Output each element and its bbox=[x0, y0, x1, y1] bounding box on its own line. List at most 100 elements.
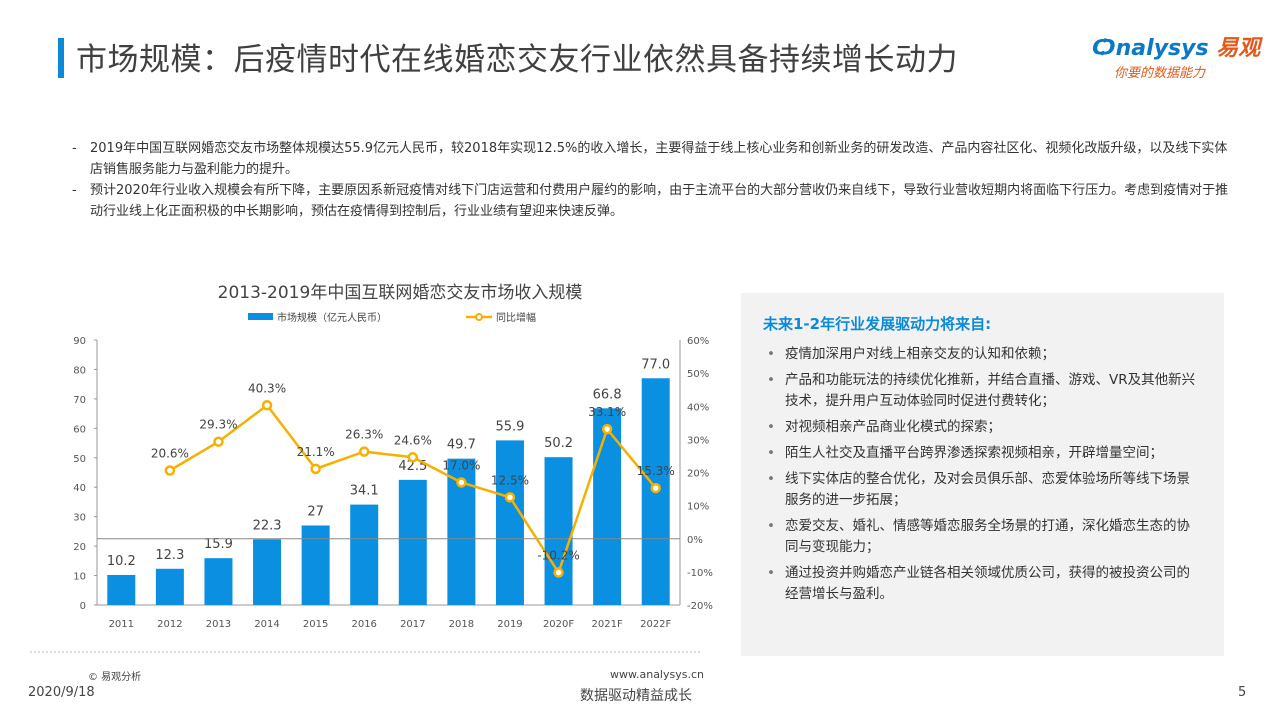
left-tick-label: 30 bbox=[73, 513, 86, 524]
right-tick-label: 0% bbox=[687, 535, 703, 546]
chart-title: 2013-2019年中国互联网婚恋交友市场收入规模 bbox=[217, 283, 583, 303]
bar-value-label: 27 bbox=[307, 505, 324, 520]
page-number: 5 bbox=[1238, 685, 1247, 700]
growth-value-label: 15.3% bbox=[637, 464, 675, 478]
x-tick-label: 2016 bbox=[351, 619, 376, 630]
growth-value-label: 17.0% bbox=[442, 458, 480, 472]
x-tick-label: 2014 bbox=[254, 619, 279, 630]
right-tick-label: 60% bbox=[687, 336, 709, 347]
bar-value-label: 15.9 bbox=[204, 537, 233, 552]
bullet-item: 2019年中国互联网婚恋交友市场整体规模达55.9亿元人民币，较2018年实现1… bbox=[72, 138, 1232, 180]
bar-2013 bbox=[204, 558, 233, 605]
x-tick-label: 2013 bbox=[206, 619, 231, 630]
legend-label-bar: 市场规模（亿元人民币） bbox=[277, 311, 387, 324]
bullet-item: 预计2020年行业收入规模会有所下降，主要原因系新冠疫情对线下门店运营和付费用户… bbox=[72, 180, 1232, 222]
growth-point-2019 bbox=[504, 492, 516, 503]
left-tick-label: 40 bbox=[73, 483, 86, 494]
driver-item: 恋爱交友、婚礼、情感等婚恋服务全场景的打通，深化婚恋生态的协同与变现能力； bbox=[763, 516, 1202, 558]
right-tick-label: 20% bbox=[687, 469, 709, 480]
bar-2021F bbox=[593, 408, 622, 605]
growth-point-2014 bbox=[261, 400, 273, 411]
growth-point-2020F bbox=[553, 567, 564, 578]
x-tick-label: 2019 bbox=[497, 619, 522, 630]
source-label: © 易观分析 bbox=[88, 672, 142, 683]
drivers-title: 未来1-2年行业发展驱动力将来自: bbox=[763, 315, 992, 333]
bar-value-label: 66.8 bbox=[593, 387, 622, 402]
growth-value-label: 24.6% bbox=[394, 433, 432, 447]
growth-point-2018 bbox=[456, 477, 467, 488]
left-tick-label: 0 bbox=[80, 601, 86, 612]
right-tick-label: 30% bbox=[687, 435, 709, 446]
left-tick-label: 80 bbox=[73, 365, 86, 376]
bar-value-label: 50.2 bbox=[544, 436, 573, 451]
growth-value-label: 33.1% bbox=[588, 405, 626, 419]
bar-value-label: 12.3 bbox=[155, 548, 184, 563]
growth-value-label: 12.5% bbox=[491, 473, 529, 487]
right-tick-label: -20% bbox=[687, 601, 713, 612]
growth-point-2021F bbox=[601, 423, 613, 435]
left-tick-label: 70 bbox=[73, 395, 86, 406]
bar-value-label: 10.2 bbox=[107, 554, 136, 569]
growth-point-2022F bbox=[650, 482, 661, 494]
bar-2011 bbox=[107, 574, 136, 605]
driver-item: 对视频相亲产品商业化模式的探索； bbox=[763, 417, 1202, 438]
driver-item: 通过投资并购婚恋产业链各相关领域优质公司，获得的被投资公司的经营增长与盈利。 bbox=[763, 563, 1202, 605]
bar-value-label: 55.9 bbox=[495, 419, 524, 434]
growth-point-2017 bbox=[407, 452, 419, 463]
growth-point-2013 bbox=[213, 436, 224, 447]
left-tick-label: 20 bbox=[73, 542, 86, 553]
right-tick-label: 40% bbox=[687, 402, 709, 413]
x-tick-label: 2020F bbox=[543, 619, 574, 630]
driver-item: 陌生人社交及直播平台跨界渗透探索视频相亲，开辟增量空间； bbox=[763, 443, 1202, 464]
bar-2017 bbox=[398, 479, 427, 605]
analysys-logo: Ѻnalysys 易观 你要的数据能力 bbox=[1092, 36, 1261, 81]
growth-point-2016 bbox=[358, 446, 370, 457]
page-title: 市场规模：后疫情时代在线婚恋交友行业依然具备持续增长动力 bbox=[76, 42, 958, 78]
growth-point-2015 bbox=[310, 463, 321, 475]
growth-value-label: 20.6% bbox=[151, 447, 189, 461]
bar-2015 bbox=[301, 525, 330, 605]
bar-value-label: 49.7 bbox=[447, 438, 476, 453]
x-tick-label: 2015 bbox=[303, 619, 328, 630]
bar-2012 bbox=[155, 568, 184, 605]
growth-value-label: 21.1% bbox=[297, 445, 335, 459]
bar-value-label: 22.3 bbox=[253, 518, 282, 533]
driver-item: 线下实体店的整合优化，及对会员俱乐部、恋爱体验场所等线下场景服务的进一步拓展； bbox=[763, 469, 1202, 511]
legend-label-line: 同比增幅 bbox=[496, 311, 536, 324]
x-tick-label: 2011 bbox=[109, 619, 134, 630]
left-tick-label: 60 bbox=[73, 424, 86, 435]
driver-item: 疫情加深用户对线上相亲交友的认知和依赖； bbox=[763, 344, 1202, 365]
legend-swatch-bar bbox=[248, 313, 273, 320]
bar-value-label: 77.0 bbox=[641, 357, 670, 372]
bar-value-label: 34.1 bbox=[350, 484, 379, 499]
x-tick-label: 2017 bbox=[400, 619, 425, 630]
growth-value-label: -10.2% bbox=[537, 549, 579, 563]
bar-2019 bbox=[495, 440, 524, 605]
title-accent-bar bbox=[58, 38, 64, 78]
left-tick-label: 50 bbox=[73, 454, 86, 465]
x-tick-label: 2012 bbox=[157, 619, 182, 630]
legend-marker bbox=[475, 313, 483, 321]
market-size-chart: 市场规模（亿元人民币） 同比增幅 0 10 20 30 40 50 60 70 80 90 -20% -1… bbox=[30, 311, 713, 653]
source-url: www.analysys.cn bbox=[610, 668, 704, 681]
bar-2014 bbox=[253, 539, 282, 605]
right-tick-label: -10% bbox=[687, 568, 713, 579]
growth-point-2012 bbox=[164, 465, 176, 476]
right-tick-label: 10% bbox=[687, 502, 709, 513]
footer-slogan: 数据驱动精益成长 bbox=[580, 688, 692, 704]
driver-item: 产品和功能玩法的持续优化推新，并结合直播、游戏、VR及其他新兴技术，提升用户互动… bbox=[763, 370, 1202, 412]
bar-2020F bbox=[544, 457, 573, 605]
x-tick-label: 2022F bbox=[640, 619, 671, 630]
bar-2016 bbox=[350, 504, 379, 605]
growth-value-label: 40.3% bbox=[248, 381, 286, 395]
left-tick-label: 10 bbox=[73, 572, 86, 583]
bar-value-label: 42.5 bbox=[398, 459, 427, 474]
growth-value-label: 26.3% bbox=[345, 428, 383, 442]
growth-value-label: 29.3% bbox=[199, 418, 237, 432]
drivers-panel: 未来1-2年行业发展驱动力将来自: 疫情加深用户对线上相亲交友的认知和依赖； 产… bbox=[741, 293, 1224, 656]
footer-date: 2020/9/18 bbox=[28, 685, 95, 700]
summary-bullets: 2019年中国互联网婚恋交友市场整体规模达55.9亿元人民币，较2018年实现1… bbox=[72, 138, 1232, 222]
right-tick-label: 50% bbox=[687, 369, 709, 380]
left-tick-label: 90 bbox=[73, 336, 86, 347]
x-tick-label: 2021F bbox=[592, 619, 623, 630]
